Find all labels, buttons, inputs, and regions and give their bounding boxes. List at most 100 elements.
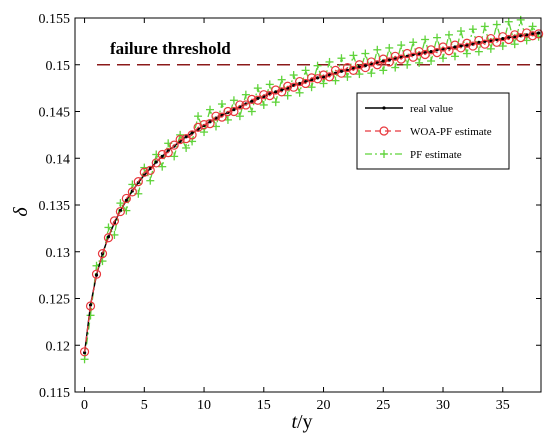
woa-pf-estimate-point [103, 233, 114, 243]
x-tick-label: 35 [496, 398, 510, 413]
pf-estimate-line [83, 17, 540, 360]
pf-estimate-point [450, 52, 459, 61]
woa-pf-estimate-point [151, 158, 161, 168]
x-tick-label: 0 [81, 398, 88, 413]
woa-pf-estimate-point [420, 49, 430, 60]
real-value-point [118, 209, 123, 213]
woa-pf-estimate-point [157, 149, 167, 160]
pf-estimate-point [277, 75, 286, 84]
pf-estimate-point [146, 176, 155, 185]
woa-pf-estimate-point [115, 206, 126, 217]
pf-estimate-point [337, 54, 346, 63]
real-value-point [501, 36, 505, 41]
y-tick-label: 0.12 [46, 339, 71, 354]
woa-pf-estimate-point [223, 106, 233, 117]
pf-estimate-point [498, 42, 507, 51]
pf-estimate-point [528, 22, 537, 31]
legend-label: PF estimate [410, 149, 462, 161]
pf-estimate-point [433, 33, 442, 42]
legend: real value WOA-PF estimate PF estimate [356, 92, 510, 170]
woa-pf-estimate-point [336, 68, 347, 78]
pf-estimate-point [516, 15, 525, 24]
y-tick-label: 0.115 [39, 386, 70, 401]
woa-pf-estimate-point [193, 122, 203, 132]
legend-label: real value [410, 103, 453, 115]
pf-estimate-point [486, 44, 495, 53]
woa-pf-estimate-point [534, 29, 544, 39]
pf-estimate-point [289, 71, 298, 80]
threshold-group: failure threshold [97, 39, 541, 66]
y-axis-label: δ [10, 207, 32, 217]
woa-pf-estimate-point [414, 47, 424, 57]
pf-estimate-point [439, 54, 448, 63]
pf-estimate-point [325, 57, 334, 66]
woa-pf-estimate-point [378, 54, 388, 64]
real-value-point [94, 273, 99, 277]
woa-pf-estimate-point [516, 33, 526, 43]
tick-labels: 0 5 10 15 20 25 30 35 0.115 0.12 0.125 0.13 0.135 0.1… [39, 12, 510, 413]
woa-pf-estimate-point [432, 47, 442, 58]
pf-estimate-point [206, 105, 215, 114]
real-value-point [363, 64, 367, 68]
woa-pf-estimate-point [301, 78, 311, 89]
pf-estimate-point [397, 41, 406, 50]
pf-estimate-point [80, 355, 89, 364]
pf-estimate-point [331, 76, 340, 85]
pf-estimate-point [217, 100, 226, 109]
woa-pf-estimate-point [277, 87, 287, 97]
woa-pf-estimate-point [79, 347, 90, 357]
real-value-point [232, 108, 236, 112]
pf-estimate-point [367, 69, 376, 78]
pf-estimate-point [241, 90, 250, 99]
woa-pf-estimate-point [139, 167, 149, 177]
pf-estimate-point [444, 30, 453, 39]
real-value-point [537, 31, 541, 35]
pf-estimate-point [86, 311, 95, 320]
woa-pf-estimate-point [528, 31, 538, 41]
x-tick-label: 20 [317, 398, 331, 413]
woa-pf-estimate-point [372, 60, 382, 70]
real-value-point [88, 303, 93, 307]
real-value-point [507, 36, 511, 40]
woa-pf-estimate-point [450, 40, 460, 50]
legend-box [356, 92, 510, 170]
pf-estimate-point [468, 25, 477, 34]
woa-pf-estimate-point [498, 32, 508, 42]
real-value-point [106, 235, 111, 239]
woa-pf-estimate-point [360, 62, 370, 73]
woa-pf-estimate-point [330, 65, 341, 75]
pf-estimate-point [355, 70, 364, 79]
pf-estimate-point [462, 49, 471, 58]
pf-estimate-point [176, 130, 185, 139]
real-value-point [453, 45, 457, 49]
woa-pf-estimate-point [504, 34, 514, 45]
pf-estimate-point [229, 96, 238, 105]
woa-pf-estimate-point [462, 38, 472, 48]
y-tick-label: 0.13 [46, 246, 71, 261]
woa-pf-estimate-point [205, 119, 215, 129]
pf-estimate-point [415, 58, 424, 67]
pf-estimate-point [361, 49, 370, 58]
woa-pf-estimate-point [342, 62, 353, 73]
pf-estimate-point [385, 43, 394, 52]
x-tick-label: 25 [376, 398, 390, 413]
real-value-point [429, 50, 433, 54]
real-value-point [208, 120, 212, 124]
real-value-point [280, 88, 284, 92]
woa-pf-estimate-point [318, 70, 329, 80]
woa-pf-estimate-point [169, 140, 179, 150]
pf-estimate-point [152, 150, 161, 159]
real-value-point [154, 160, 158, 164]
pf-estimate-point [349, 51, 358, 60]
legend-marker-real-value [382, 106, 386, 110]
woa-pf-estimate-point [289, 82, 299, 92]
woa-pf-estimate-point [211, 111, 221, 121]
woa-pf-estimate-point [384, 57, 394, 67]
woa-pf-estimate-point [456, 43, 466, 53]
woa-pf-estimate-point [175, 134, 185, 145]
woa-pf-estimate-point [241, 100, 251, 110]
pf-estimate-point [182, 143, 191, 152]
pf-estimate-point [343, 72, 352, 81]
pf-estimate-point [170, 152, 179, 161]
pf-estimate-point [271, 98, 280, 107]
